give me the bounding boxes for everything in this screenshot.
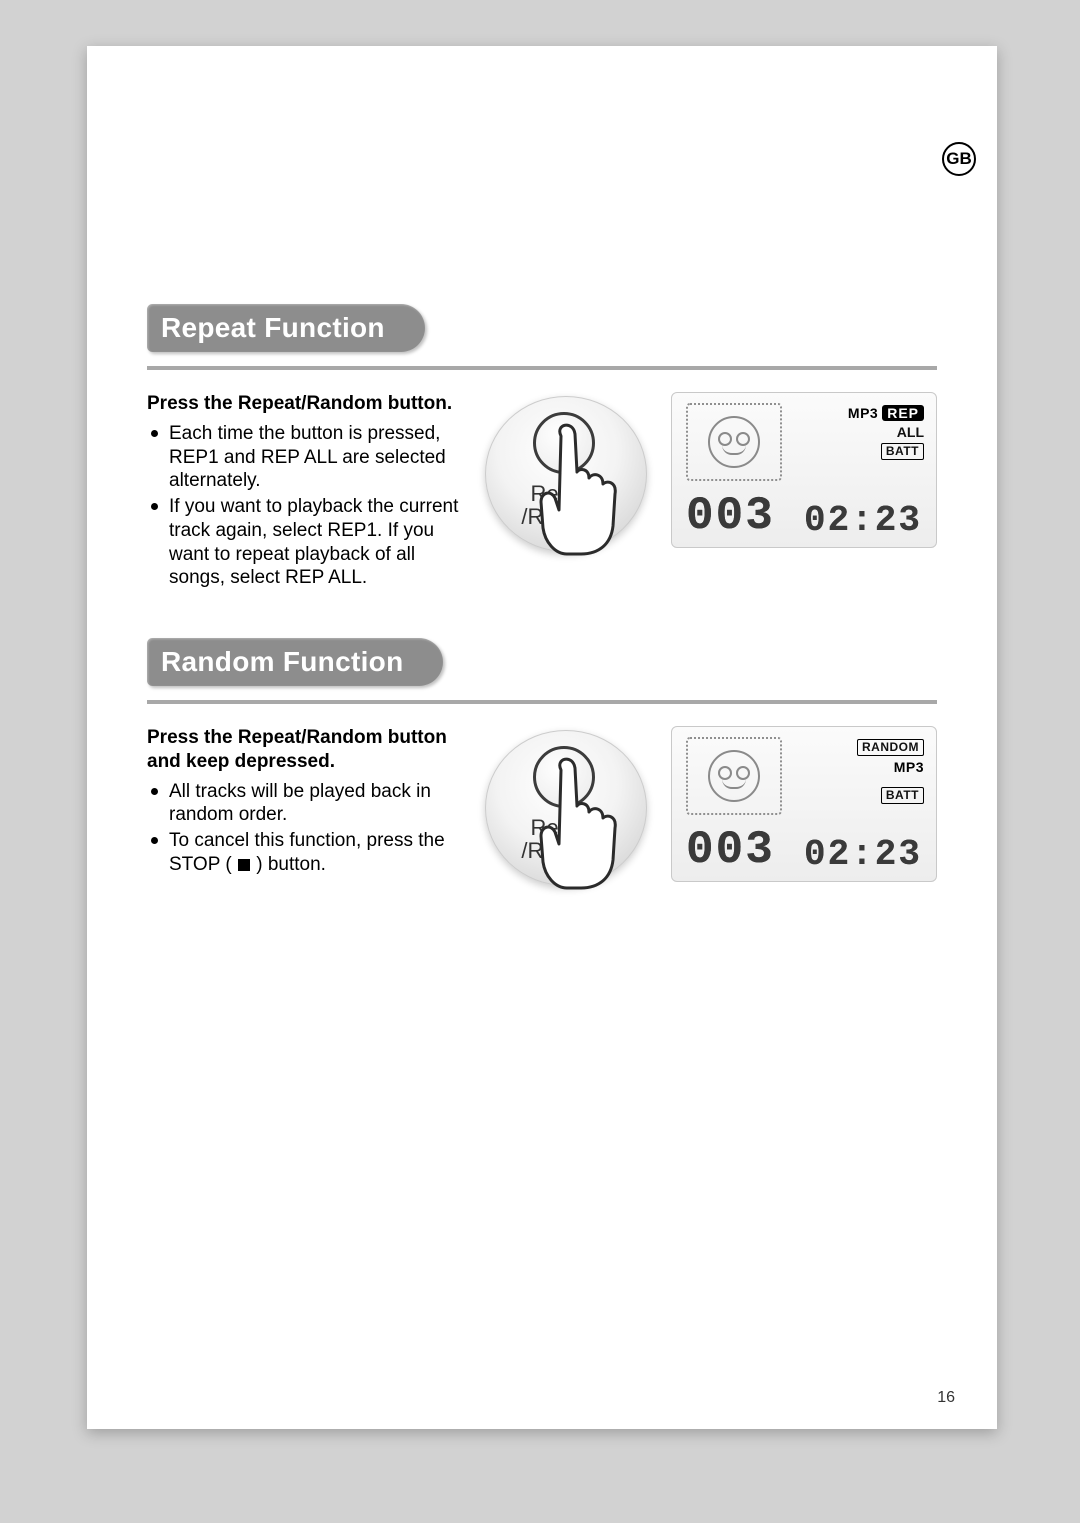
button-label-line1: Repeat [531, 815, 602, 840]
page-content: Repeat Function Press the Repeat/Random … [147, 304, 937, 952]
divider [147, 700, 937, 704]
device-button-inner [533, 746, 595, 808]
list-item: All tracks will be played back in random… [147, 780, 463, 828]
list-item: If you want to playback the current trac… [147, 495, 463, 590]
instruction-list: All tracks will be played back in random… [147, 780, 463, 877]
instruction-block: Press the Repeat/Random button. Each tim… [147, 392, 463, 592]
lcd-track-number: 003 [686, 493, 775, 539]
list-item: Each time the button is pressed, REP1 an… [147, 422, 463, 493]
device-button-label: Repeat /Random [485, 816, 647, 862]
instruction-block: Press the Repeat/Random button and keep … [147, 726, 463, 879]
device-button: Repeat /Random [485, 396, 647, 552]
lcd-digits: 003 02:23 [686, 493, 922, 539]
lcd-mp3-label: MP3 [848, 405, 878, 421]
lcd-batt-label: BATT [881, 787, 924, 804]
region-badge: GB [942, 142, 976, 176]
section-repeat-row: Press the Repeat/Random button. Each tim… [147, 392, 937, 592]
device-button-label: Repeat /Random [485, 482, 647, 528]
lcd-all-label: ALL [897, 424, 924, 440]
instruction-heading: Press the Repeat/Random button. [147, 393, 452, 414]
lcd-animation-icon [686, 403, 782, 481]
lcd-batt-label: BATT [881, 443, 924, 460]
lcd-animation-icon [686, 737, 782, 815]
lcd-time: 02:23 [804, 837, 922, 873]
press-illustration: Repeat /Random [477, 726, 657, 906]
lcd-digits: 003 02:23 [686, 827, 922, 873]
lcd-indicators: RANDOM MP3 BATT [794, 739, 924, 804]
manual-page: GB Repeat Function Press the Repeat/Rand… [87, 46, 997, 1429]
button-label-line1: Repeat [531, 481, 602, 506]
lcd-indicators: MP3 REP ALL BATT [794, 405, 924, 460]
list-item: To cancel this function, press the STOP … [147, 829, 463, 877]
page-number: 16 [937, 1389, 955, 1407]
button-label-line2: /Random [521, 504, 610, 529]
section-header-repeat: Repeat Function [147, 304, 425, 352]
lcd-display-random: RANDOM MP3 BATT 003 02:23 [671, 726, 937, 882]
divider [147, 366, 937, 370]
lcd-random-pill: RANDOM [857, 739, 924, 756]
lcd-time: 02:23 [804, 503, 922, 539]
button-label-line2: /Random [521, 838, 610, 863]
lcd-display-repeat: MP3 REP ALL BATT 003 02:23 [671, 392, 937, 548]
lcd-mp3-label: MP3 [894, 759, 924, 775]
device-button-inner [533, 412, 595, 474]
instruction-list: Each time the button is pressed, REP1 an… [147, 422, 463, 590]
press-illustration: Repeat /Random [477, 392, 657, 572]
section-header-random: Random Function [147, 638, 443, 686]
device-button: Repeat /Random [485, 730, 647, 886]
region-badge-label: GB [946, 149, 972, 169]
instruction-heading: Press the Repeat/Random button and keep … [147, 727, 447, 772]
lcd-track-number: 003 [686, 827, 775, 873]
section-title: Repeat Function [161, 312, 385, 344]
lcd-rep-pill: REP [882, 405, 924, 421]
stop-icon [238, 859, 250, 871]
section-random-row: Press the Repeat/Random button and keep … [147, 726, 937, 906]
section-title: Random Function [161, 646, 403, 678]
